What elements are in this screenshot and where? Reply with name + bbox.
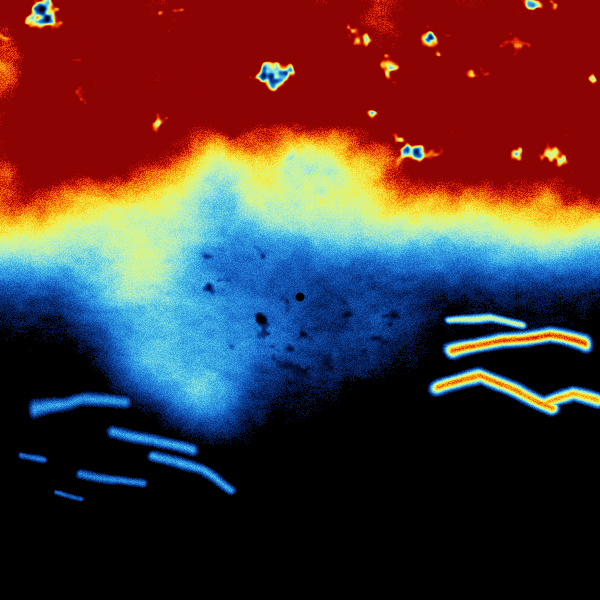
false-color-raster-canvas [0,0,600,600]
raster-viewport[interactable] [0,0,600,600]
